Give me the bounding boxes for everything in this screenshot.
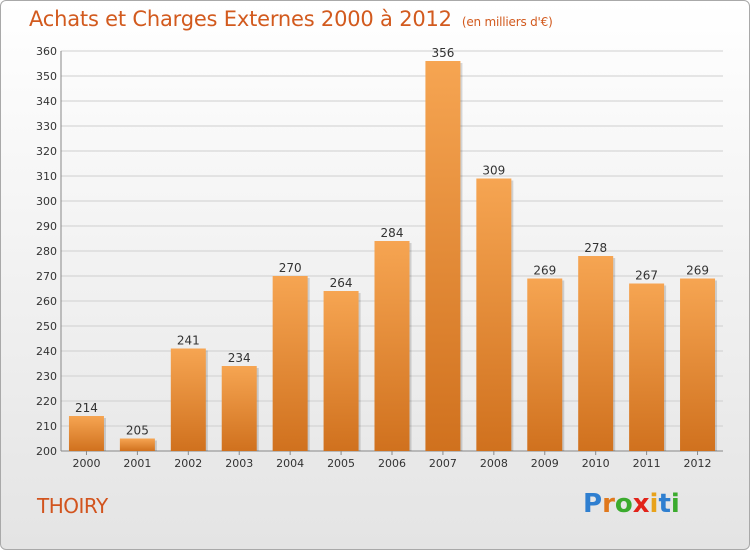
bar-2009 bbox=[527, 278, 563, 451]
x-tick-label-2009: 2009 bbox=[531, 457, 559, 470]
value-label-2005: 264 bbox=[330, 276, 353, 290]
bar-2008 bbox=[476, 178, 512, 451]
bar-2004 bbox=[272, 276, 308, 451]
proxiti-logo: Proxiti bbox=[583, 489, 680, 519]
x-tick-label-2001: 2001 bbox=[123, 457, 151, 470]
value-label-2008: 309 bbox=[482, 164, 505, 178]
x-tick-label-2011: 2011 bbox=[633, 457, 661, 470]
y-tick-label: 340 bbox=[36, 95, 57, 108]
value-label-2001: 205 bbox=[126, 424, 149, 438]
y-tick-label: 320 bbox=[36, 145, 57, 158]
bar-2012 bbox=[680, 278, 716, 451]
y-tick-label: 280 bbox=[36, 245, 57, 258]
y-tick-label: 270 bbox=[36, 270, 57, 283]
value-label-2000: 214 bbox=[75, 401, 98, 415]
value-label-2011: 267 bbox=[635, 269, 658, 283]
logo-letter: o bbox=[614, 489, 633, 519]
value-label-2010: 278 bbox=[584, 241, 607, 255]
x-tick-label-2006: 2006 bbox=[378, 457, 406, 470]
value-label-2006: 284 bbox=[381, 226, 404, 240]
x-tick-label-2003: 2003 bbox=[225, 457, 253, 470]
labels-layer: 214 2000 205 2001 241 2002 234 2003 270 2004 264 20… bbox=[72, 46, 711, 470]
logo-letter: i bbox=[649, 489, 659, 519]
logo-letter: t bbox=[658, 489, 671, 519]
x-tick-label-2007: 2007 bbox=[429, 457, 457, 470]
x-tick-label-2008: 2008 bbox=[480, 457, 508, 470]
y-tick-label: 360 bbox=[36, 45, 57, 58]
chart-title: Achats et Charges Externes 2000 à 2012 (e… bbox=[29, 7, 553, 31]
value-label-2003: 234 bbox=[228, 351, 251, 365]
bars-layer bbox=[68, 61, 718, 451]
y-tick-label: 290 bbox=[36, 220, 57, 233]
y-tick-label: 200 bbox=[36, 445, 57, 458]
bar-2001 bbox=[119, 438, 155, 451]
y-tick-label: 330 bbox=[36, 120, 57, 133]
bar-2006 bbox=[374, 241, 410, 451]
logo-letter: r bbox=[602, 489, 615, 519]
value-label-2002: 241 bbox=[177, 334, 200, 348]
bar-2010 bbox=[578, 256, 614, 451]
logo-letter: i bbox=[670, 489, 680, 519]
y-tick-label: 210 bbox=[36, 420, 57, 433]
bar-2000 bbox=[68, 416, 104, 451]
commune-name: THOIRY bbox=[37, 494, 108, 518]
bar-2007 bbox=[425, 61, 461, 451]
x-tick-label-2000: 2000 bbox=[72, 457, 100, 470]
x-tick-label-2010: 2010 bbox=[582, 457, 610, 470]
y-tick-label: 260 bbox=[36, 295, 57, 308]
units-note: (en milliers d'€) bbox=[461, 15, 553, 29]
x-tick-label-2002: 2002 bbox=[174, 457, 202, 470]
bar-2011 bbox=[629, 283, 665, 451]
value-label-2009: 269 bbox=[533, 264, 556, 278]
title-text: Achats et Charges Externes 2000 à 2012 bbox=[29, 7, 452, 31]
x-tick-label-2005: 2005 bbox=[327, 457, 355, 470]
bar-2003 bbox=[221, 366, 257, 451]
logo-letter: x bbox=[632, 489, 650, 519]
bar-2005 bbox=[323, 291, 359, 451]
y-tick-label: 300 bbox=[36, 195, 57, 208]
value-label-2004: 270 bbox=[279, 261, 302, 275]
y-tick-label: 350 bbox=[36, 70, 57, 83]
x-tick-label-2004: 2004 bbox=[276, 457, 304, 470]
y-tick-label: 310 bbox=[36, 170, 57, 183]
logo-letter: P bbox=[583, 489, 603, 519]
value-label-2007: 356 bbox=[431, 46, 454, 60]
y-tick-label: 230 bbox=[36, 370, 57, 383]
x-tick-label-2012: 2012 bbox=[684, 457, 712, 470]
y-tick-label: 220 bbox=[36, 395, 57, 408]
value-label-2012: 269 bbox=[686, 264, 709, 278]
y-tick-label: 240 bbox=[36, 345, 57, 358]
bar-2002 bbox=[170, 348, 206, 451]
y-tick-label: 250 bbox=[36, 320, 57, 333]
